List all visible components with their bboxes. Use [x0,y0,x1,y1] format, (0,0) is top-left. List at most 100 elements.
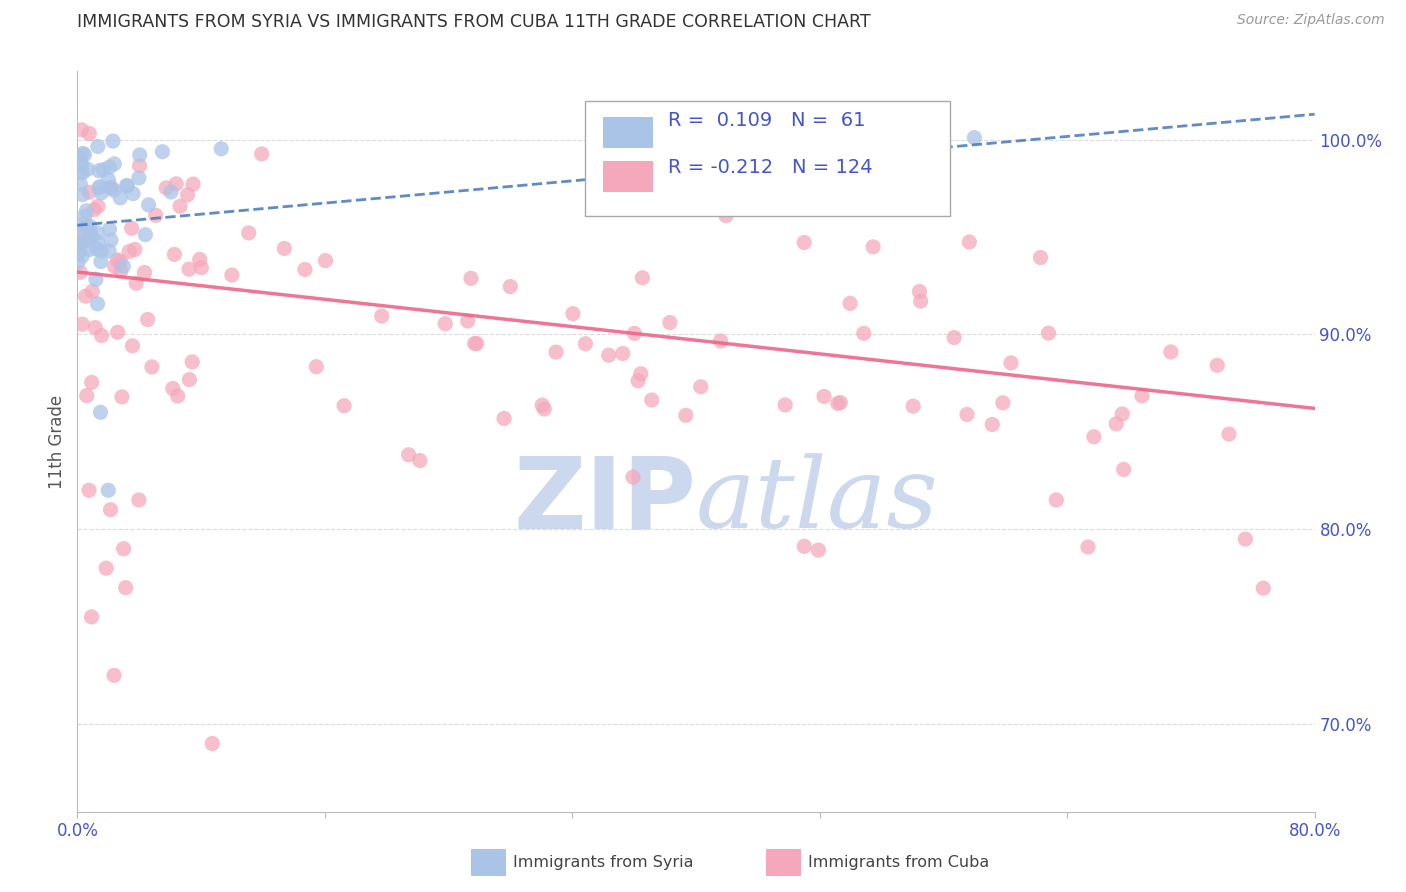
Point [128,170,150,185]
Point [108,191,131,205]
Point [75,289,97,303]
Point [209,142,232,156]
Point [250,147,273,161]
Point [77,127,100,141]
Point [773,398,796,412]
Point [76,162,98,177]
Point [69,265,91,279]
Point [87,163,110,178]
Text: IMMIGRANTS FROM SYRIA VS IMMIGRANTS FROM CUBA 11TH GRADE CORRELATION CHART: IMMIGRANTS FROM SYRIA VS IMMIGRANTS FROM… [77,13,870,31]
Point [87,199,110,213]
Point [114,581,136,595]
Point [465,336,488,351]
Point [333,399,356,413]
Point [314,253,336,268]
Point [1160,345,1182,359]
Point [87,181,110,195]
Point [77,186,100,200]
Point [793,235,815,250]
Point [125,277,148,291]
Point [124,243,146,257]
Point [87,226,110,240]
Point [1077,540,1099,554]
Point [70,155,93,169]
Point [1111,407,1133,421]
Point [1083,430,1105,444]
Point [115,178,138,193]
Point [72,317,94,331]
Point [103,183,125,197]
Point [641,392,664,407]
Point [77,232,100,246]
Point [1234,532,1257,546]
Point [166,389,188,403]
Point [494,411,516,425]
Point [813,389,835,403]
Point [1206,358,1229,372]
Point [793,539,815,553]
Point [499,279,522,293]
Point [176,187,198,202]
Point [162,382,184,396]
Point [90,254,112,268]
Point [80,229,103,244]
Point [67,149,90,163]
FancyBboxPatch shape [585,101,949,216]
Point [830,395,852,409]
Point [1251,581,1274,595]
Point [991,396,1014,410]
Point [79,226,101,240]
Point [689,380,711,394]
Point [160,185,183,199]
Point [70,158,93,172]
Point [1038,326,1060,340]
Point [963,130,986,145]
Point [104,260,127,274]
Point [134,227,156,242]
Point [90,405,112,419]
Point [398,448,420,462]
Point [103,668,125,682]
Point [901,399,924,413]
Point [273,242,295,256]
Point [305,359,328,374]
Point [101,134,124,148]
Text: Source: ZipAtlas.com: Source: ZipAtlas.com [1237,13,1385,28]
Point [981,417,1004,432]
Point [98,160,121,174]
Point [221,268,243,282]
Point [201,737,224,751]
Point [72,146,94,161]
Point [98,244,121,258]
Point [70,249,93,263]
Point [111,390,134,404]
Point [165,177,187,191]
Point [533,402,555,417]
Point [128,159,150,173]
Point [87,139,110,153]
Point [956,408,979,422]
Point [77,483,100,498]
Point [117,178,139,193]
Point [1029,251,1052,265]
Point [121,339,143,353]
Text: Immigrants from Cuba: Immigrants from Cuba [808,855,990,870]
Point [910,294,932,309]
Point [107,326,129,340]
Point [128,148,150,162]
Point [238,226,260,240]
Point [91,162,114,177]
Point [179,373,201,387]
Point [136,312,159,326]
Point [574,336,596,351]
Point [66,237,89,252]
Point [371,309,394,323]
Point [1105,417,1128,431]
Point [621,470,644,484]
Point [464,336,486,351]
Point [862,240,884,254]
Point [852,326,875,341]
Point [82,285,104,299]
Point [598,348,620,362]
Point [89,179,111,194]
